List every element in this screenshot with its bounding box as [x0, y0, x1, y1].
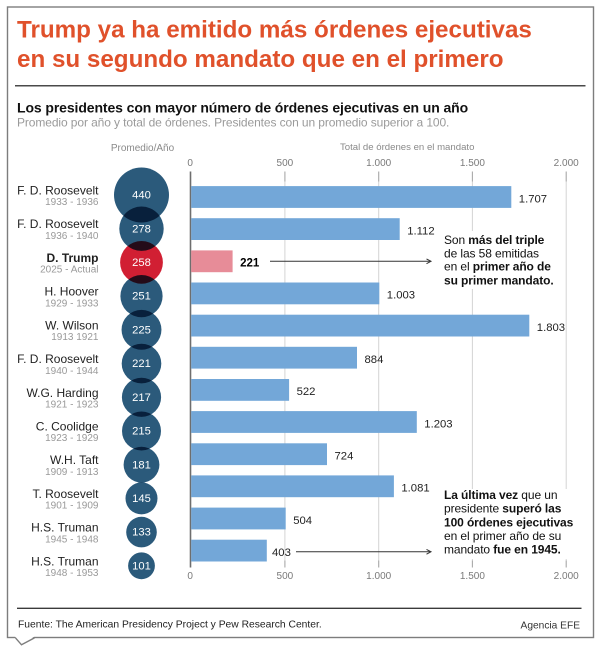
svg-text:215: 215 [132, 426, 151, 438]
svg-text:en su segundo mandato que en e: en su segundo mandato que en el primero [17, 46, 504, 73]
svg-text:522: 522 [297, 386, 316, 398]
svg-text:Los presidentes con mayor núme: Los presidentes con mayor número de órde… [17, 99, 468, 115]
svg-text:101: 101 [132, 560, 151, 572]
svg-text:1933 - 1936: 1933 - 1936 [45, 197, 99, 208]
svg-text:2.000: 2.000 [554, 158, 579, 169]
svg-text:C. Coolidge: C. Coolidge [36, 420, 99, 434]
svg-text:D. Trump: D. Trump [46, 251, 98, 265]
svg-text:su primer mandato.: su primer mandato. [444, 274, 554, 288]
svg-text:1.000: 1.000 [366, 158, 391, 169]
svg-text:Fuente: The American Presidenc: Fuente: The American Presidency Project … [18, 620, 322, 631]
svg-text:Trump ya ha emitido más órdene: Trump ya ha emitido más órdenes ejecutiv… [17, 17, 532, 44]
svg-text:1.707: 1.707 [519, 193, 547, 205]
svg-text:724: 724 [335, 451, 354, 463]
svg-text:Agencia EFE: Agencia EFE [521, 620, 581, 631]
svg-text:500: 500 [277, 158, 294, 169]
svg-text:Promedio/Año: Promedio/Año [111, 143, 175, 154]
svg-text:221: 221 [132, 358, 151, 370]
svg-text:La última vez que un: La última vez que un [444, 488, 557, 502]
svg-text:F. D. Roosevelt: F. D. Roosevelt [17, 184, 99, 198]
svg-text:H. Hoover: H. Hoover [44, 285, 98, 299]
svg-text:W.G. Harding: W.G. Harding [26, 386, 98, 400]
svg-text:1901 - 1909: 1901 - 1909 [45, 501, 99, 512]
svg-text:mandato fue en 1945.: mandato fue en 1945. [444, 543, 561, 557]
svg-text:1909 - 1913: 1909 - 1913 [45, 467, 99, 478]
svg-text:221: 221 [240, 258, 260, 270]
svg-text:F. D. Roosevelt: F. D. Roosevelt [17, 352, 99, 366]
svg-text:en el primer año de: en el primer año de [444, 260, 551, 274]
svg-text:Total de órdenes en el mandato: Total de órdenes en el mandato [340, 142, 474, 153]
svg-text:181: 181 [132, 459, 151, 471]
svg-text:500: 500 [277, 571, 294, 582]
svg-text:F. D. Roosevelt: F. D. Roosevelt [17, 217, 99, 231]
svg-text:W.H. Taft: W.H. Taft [50, 453, 99, 467]
svg-text:Son más del triple: Son más del triple [444, 233, 545, 247]
svg-text:T. Roosevelt: T. Roosevelt [32, 487, 99, 501]
svg-text:258: 258 [132, 257, 151, 269]
svg-text:presidente superó las: presidente superó las [444, 502, 562, 516]
svg-text:1.000: 1.000 [366, 571, 391, 582]
svg-text:145: 145 [132, 493, 151, 505]
svg-text:440: 440 [132, 190, 151, 202]
svg-text:1923 - 1929: 1923 - 1929 [45, 433, 99, 444]
svg-text:Promedio por año y total de ór: Promedio por año y total de órdenes. Pre… [17, 116, 449, 130]
svg-text:504: 504 [293, 515, 312, 527]
svg-text:884: 884 [365, 354, 384, 366]
svg-text:1940 - 1944: 1940 - 1944 [45, 366, 99, 377]
svg-text:217: 217 [132, 392, 151, 404]
svg-text:100 órdenes ejecutivas: 100 órdenes ejecutivas [444, 516, 574, 530]
svg-text:1948 - 1953: 1948 - 1953 [45, 568, 99, 579]
svg-text:de las 58 emitidas: de las 58 emitidas [444, 246, 539, 260]
svg-text:278: 278 [132, 223, 151, 235]
svg-text:251: 251 [132, 291, 151, 303]
svg-text:H.S. Truman: H.S. Truman [31, 554, 98, 568]
svg-text:2025 - Actual: 2025 - Actual [40, 265, 98, 276]
svg-text:1.803: 1.803 [537, 322, 565, 334]
svg-text:1921 - 1923: 1921 - 1923 [45, 400, 99, 411]
svg-text:1945 - 1948: 1945 - 1948 [45, 534, 99, 545]
svg-text:en el primer año de su: en el primer año de su [444, 529, 561, 543]
svg-text:1936 - 1940: 1936 - 1940 [45, 231, 99, 242]
svg-text:1.203: 1.203 [424, 418, 452, 430]
svg-text:2.000: 2.000 [554, 571, 579, 582]
svg-text:403: 403 [272, 547, 291, 559]
svg-text:0: 0 [187, 571, 193, 582]
svg-text:1.500: 1.500 [460, 158, 485, 169]
svg-text:1.003: 1.003 [387, 290, 415, 302]
svg-text:W. Wilson: W. Wilson [45, 318, 98, 332]
svg-text:1.081: 1.081 [401, 483, 429, 495]
svg-text:1913 1921: 1913 1921 [51, 332, 99, 343]
svg-text:0: 0 [187, 158, 193, 169]
svg-text:H.S. Truman: H.S. Truman [31, 521, 98, 535]
svg-text:225: 225 [132, 324, 151, 336]
svg-text:1.500: 1.500 [460, 571, 485, 582]
svg-text:1929 - 1933: 1929 - 1933 [45, 298, 99, 309]
svg-text:1.112: 1.112 [407, 225, 434, 237]
svg-text:133: 133 [132, 527, 151, 539]
